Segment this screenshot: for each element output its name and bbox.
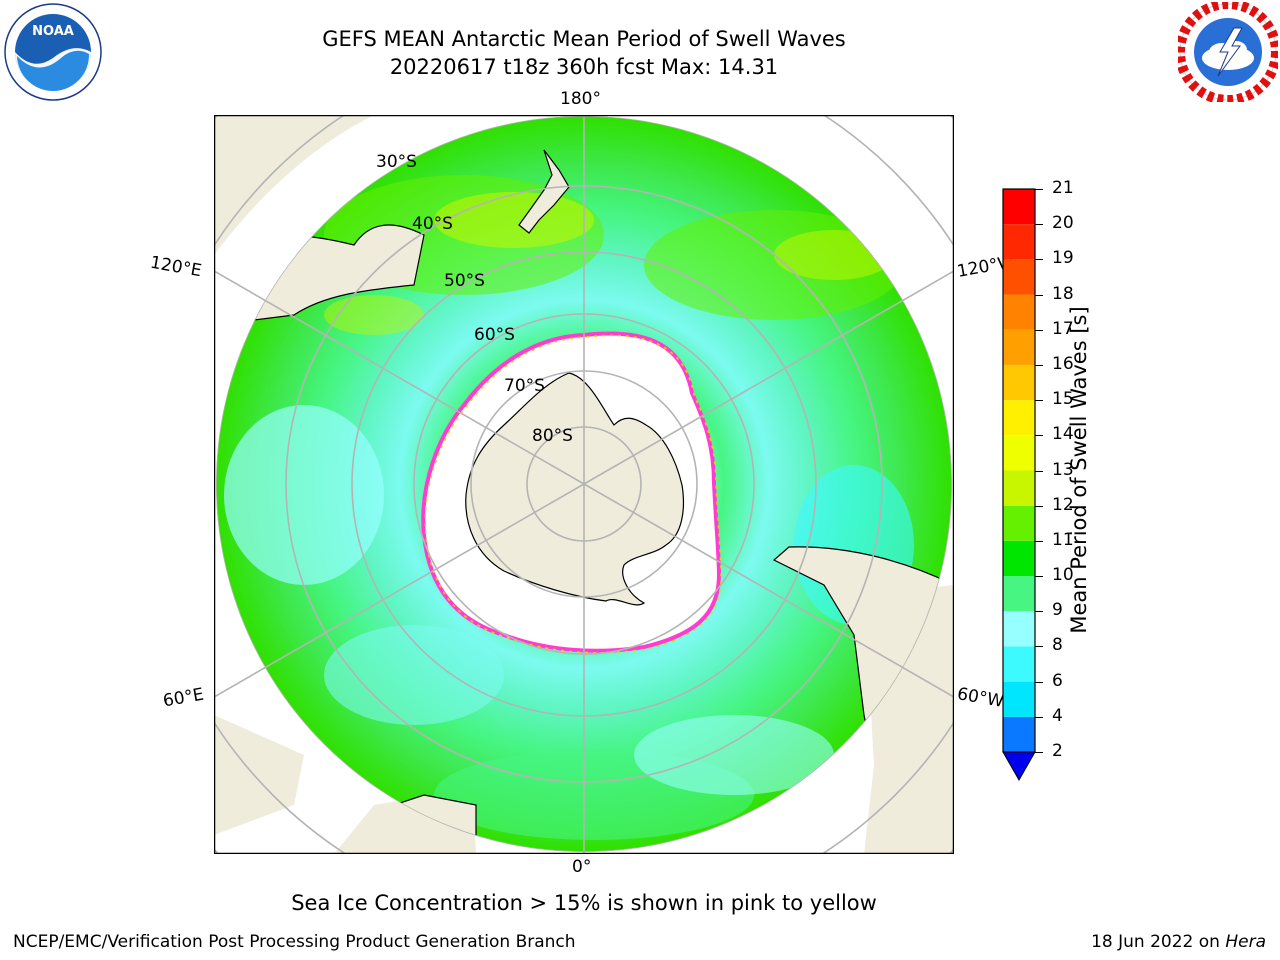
colorbar-tick-mark — [1035, 611, 1043, 613]
colorbar-tick-mark — [1035, 329, 1043, 331]
lat-label-80s: 80°S — [532, 426, 573, 446]
colorbar-tick-mark — [1035, 224, 1043, 226]
colorbar-segment — [1003, 646, 1035, 682]
colorbar-tick-label: 13 — [1052, 459, 1074, 480]
colorbar-tick-mark — [1035, 681, 1043, 683]
map-title: GEFS MEAN Antarctic Mean Period of Swell… — [322, 27, 846, 51]
colorbar-tick-label: 10 — [1052, 565, 1074, 586]
colorbar-segment — [1003, 364, 1035, 401]
colorbar-tick-label: 19 — [1052, 248, 1074, 269]
colorbar-tick-mark — [1035, 189, 1043, 190]
footer-date: 18 Jun 2022 on Hera — [1091, 932, 1266, 952]
colorbar-tick-mark — [1035, 435, 1043, 437]
polar-map: 30°S 40°S 50°S 60°S 70°S 80°S — [214, 115, 954, 854]
colorbar-segment — [1003, 470, 1035, 506]
colorbar-tick-mark — [1035, 540, 1043, 542]
lat-label-40s: 40°S — [412, 214, 453, 234]
lon-label-60e: 60°E — [161, 684, 206, 712]
colorbar-tick-label: 12 — [1052, 494, 1074, 515]
colorbar-segment — [1003, 611, 1035, 647]
noaa-logo-icon: NOAA — [4, 3, 102, 101]
colorbar-tick-label: 17 — [1052, 318, 1074, 339]
land-australia-corner — [214, 115, 374, 255]
lon-label-0: 0° — [572, 857, 592, 877]
colorbar-segment — [1003, 224, 1035, 260]
colorbar-tick-mark — [1035, 400, 1043, 402]
colorbar-under-arrow — [1002, 751, 1036, 782]
nws-logo-icon — [1178, 2, 1278, 102]
colorbar-segment — [1003, 576, 1035, 612]
colorbar-segment — [1003, 540, 1035, 577]
lat-label-60s: 60°S — [474, 325, 515, 345]
noaa-logo-text: NOAA — [32, 24, 74, 39]
sea-ice-note: Sea Ice Concentration > 15% is shown in … — [291, 891, 877, 915]
colorbar-tick-label: 4 — [1052, 705, 1063, 726]
colorbar-segment — [1003, 189, 1035, 225]
colorbar-tick-label: 16 — [1052, 353, 1074, 374]
colorbar-tick-label: 8 — [1052, 635, 1063, 656]
colorbar-tick-mark — [1035, 576, 1043, 578]
colorbar-tick-mark — [1035, 716, 1043, 718]
colorbar-tick-label: 6 — [1052, 670, 1063, 691]
colorbar-tick-label: 20 — [1052, 213, 1074, 234]
colorbar-tick-mark — [1035, 470, 1043, 472]
land-africa-corner — [214, 715, 304, 835]
colorbar-segment — [1003, 505, 1035, 541]
colorbar-segment — [1003, 716, 1035, 752]
colorbar-segment — [1003, 681, 1035, 717]
footer-credit: NCEP/EMC/Verification Post Processing Pr… — [13, 932, 576, 952]
colorbar-tick-mark — [1035, 364, 1043, 366]
colorbar-tick-mark — [1035, 752, 1043, 753]
colorbar-tick-mark — [1035, 646, 1043, 648]
colorbar-tick-label: 11 — [1052, 529, 1074, 550]
colorbar-segment — [1003, 329, 1035, 365]
colorbar-tick-label: 15 — [1052, 389, 1074, 410]
colorbar-tick-mark — [1035, 505, 1043, 507]
colorbar — [1002, 188, 1036, 782]
colorbar-tick-label: 18 — [1052, 283, 1074, 304]
colorbar-segment — [1003, 400, 1035, 436]
colorbar-tick-mark — [1035, 259, 1043, 261]
colorbar-segment — [1003, 259, 1035, 295]
colorbar-tick-mark — [1035, 294, 1043, 296]
lon-label-120e: 120°E — [148, 252, 204, 282]
colorbar-tick-label: 21 — [1052, 178, 1074, 198]
lat-label-50s: 50°S — [444, 271, 485, 291]
colorbar-tick-label: 14 — [1052, 424, 1074, 445]
lon-label-60w: 60°W — [955, 684, 1006, 712]
colorbar-segment — [1003, 435, 1035, 471]
lon-label-180: 180° — [560, 89, 601, 109]
colorbar-tick-label: 2 — [1052, 741, 1063, 761]
lat-label-30s: 30°S — [376, 152, 417, 172]
colorbar-tick-label: 9 — [1052, 600, 1063, 621]
lat-label-70s: 70°S — [504, 376, 545, 396]
colorbar-segment — [1003, 294, 1035, 330]
map-subtitle-run-info: 20220617 t18z 360h fcst Max: 14.31 — [389, 55, 779, 79]
